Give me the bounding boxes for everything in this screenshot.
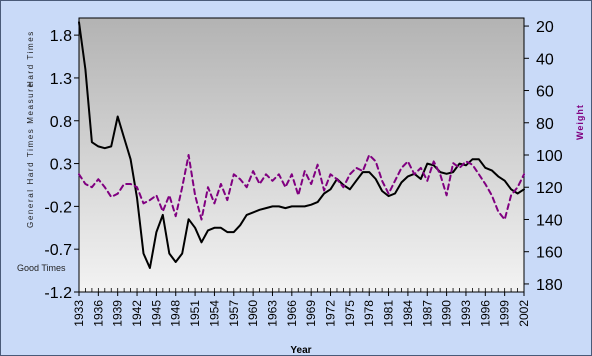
x-tick-label: 1948 (169, 300, 183, 327)
left-axis-bottom-label: Good Times (17, 263, 66, 273)
x-tick-label: 1954 (207, 300, 221, 327)
right-axis-label: Weight (575, 104, 585, 140)
left-tick-label: 0.3 (50, 157, 72, 174)
x-tick-label: 1996 (478, 300, 492, 327)
left-axis-top-label: Hard Times (26, 30, 35, 87)
x-tick-label: 1957 (227, 300, 241, 327)
series-layer (78, 21, 525, 269)
right-tick-label: 40 (536, 51, 554, 68)
x-tick-label: 1975 (343, 300, 357, 327)
x-tick-label: 1939 (111, 300, 125, 327)
x-tick-label: 1981 (382, 300, 396, 327)
right-tick-label: 20 (536, 19, 554, 36)
x-tick-label: 1993 (459, 300, 473, 327)
x-tick-label: 1972 (324, 300, 338, 327)
right-tick-label: 100 (536, 148, 563, 165)
x-tick-label: 1987 (420, 300, 434, 327)
hard-times-series-line (78, 21, 525, 269)
right-tick-label: 140 (536, 212, 563, 229)
x-tick-label: 1984 (401, 300, 415, 327)
x-tick-label: 1966 (285, 300, 299, 327)
right-tick-label: 160 (536, 245, 563, 262)
right-tick-label: 180 (536, 277, 563, 294)
x-tick-label: 1933 (72, 300, 86, 327)
left-tick-label: 1.3 (50, 71, 72, 88)
left-tick-label: 0.8 (50, 114, 72, 131)
x-tick-label: 1960 (246, 300, 260, 327)
x-tick-label: 1942 (130, 300, 144, 327)
right-tick-label: 80 (536, 116, 554, 133)
right-axis-ticks: 20 40 60 80 100 120 140 160 180 (524, 19, 563, 294)
x-tick-label: 2002 (517, 300, 531, 327)
x-tick-label: 1951 (188, 300, 202, 327)
x-tick-label: 1999 (498, 300, 512, 327)
left-axis-label: General Hard Times Measure (26, 81, 35, 228)
left-tick-label: -0.2 (44, 199, 72, 216)
plot-area (78, 17, 525, 293)
left-axis-ticks: 1.8 1.3 0.8 0.3 -0.2 -0.7 -1.2 (44, 28, 79, 302)
x-tick-label: 1963 (265, 300, 279, 327)
weight-series-line (78, 154, 525, 221)
x-tick-label: 1990 (440, 300, 454, 327)
right-tick-label: 60 (536, 84, 554, 101)
left-tick-label: -0.7 (44, 242, 72, 259)
x-tick-label: 1969 (304, 300, 318, 327)
x-tick-label: 1978 (362, 300, 376, 327)
x-axis-ticks: 1933 1936 1939 1942 1945 1948 1951 1954 1957 1960… (72, 288, 531, 327)
x-tick-label: 1945 (149, 300, 163, 327)
left-tick-label: 1.8 (50, 28, 72, 45)
x-tick-label: 1936 (91, 300, 105, 327)
left-tick-label: -1.2 (44, 285, 72, 302)
x-axis-label: Year (290, 345, 311, 356)
right-tick-label: 120 (536, 180, 563, 197)
